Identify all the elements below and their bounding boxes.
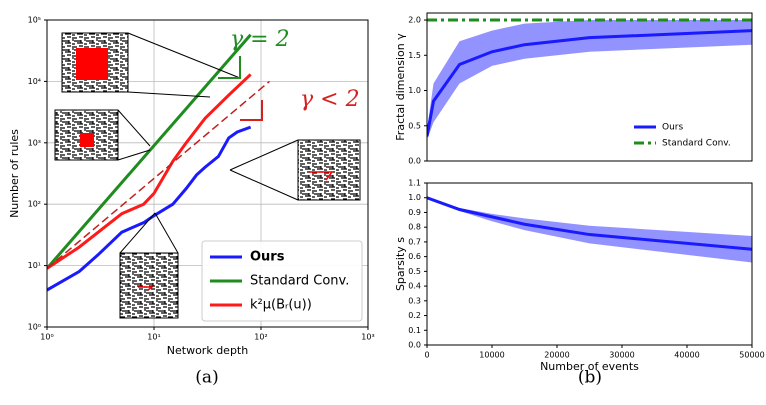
band (427, 197, 752, 263)
x-tick-label: 10³ (361, 333, 374, 342)
y-tick-label: 0.4 (408, 282, 421, 291)
band (427, 20, 752, 140)
x-axis-label: Number of events (540, 360, 639, 373)
inset-connector (229, 169, 299, 201)
y-axis-label: Sparsity s (394, 237, 407, 291)
x-tick-label: 50000 (739, 351, 764, 360)
inset-image (119, 252, 179, 319)
x-tick-label: 0 (424, 351, 429, 360)
caption: (b) (578, 368, 602, 388)
line (47, 33, 252, 270)
y-tick-label: 2.0 (408, 16, 421, 25)
x-tick-label: 10² (254, 333, 267, 342)
line (47, 73, 252, 270)
line (427, 196, 752, 251)
y-tick-label: 0.3 (408, 296, 421, 305)
y-axis-label: Fractal dimension γ (394, 33, 407, 141)
plot-area (427, 183, 752, 345)
legend-label: Standard Conv. (250, 274, 349, 289)
annotation: γ < 2 (300, 87, 360, 112)
axes-frame (46, 19, 369, 328)
y-tick-label: 0.0 (408, 157, 421, 166)
inset-connector (119, 212, 156, 254)
y-tick-label: 10⁴ (28, 77, 41, 86)
axes-frame (426, 182, 753, 346)
inset-connector (127, 32, 241, 79)
slope-triangle (240, 100, 263, 121)
annotation: γ = 2 (230, 27, 290, 52)
inset-connector (117, 149, 151, 161)
legend-label: Ours (250, 250, 285, 265)
legend-box (201, 240, 363, 322)
x-axis-label: Network depth (167, 344, 248, 357)
inset-highlight (76, 48, 108, 80)
inset-highlight (138, 286, 155, 291)
inset-images (54, 32, 361, 319)
y-tick-label: 1.0 (408, 193, 421, 202)
y-tick-label: 1.1 (408, 179, 421, 188)
legend-label: Ours (662, 123, 683, 133)
y-tick-label: 1.0 (408, 86, 421, 95)
line (47, 80, 270, 269)
y-tick-label: 0.2 (408, 311, 421, 320)
y-tick-label: 10⁰ (28, 323, 41, 332)
inset-image (297, 139, 361, 201)
y-tick-label: 10⁵ (28, 16, 41, 25)
y-tick-label: 10² (28, 200, 41, 209)
x-tick-label: 20000 (544, 351, 569, 360)
legend-label: Standard Conv. (662, 139, 731, 149)
line (47, 125, 252, 292)
x-tick-label: 10¹ (147, 333, 160, 342)
inset-highlight (80, 133, 94, 147)
y-tick-label: 0.5 (408, 267, 421, 276)
y-tick-label: 0.6 (408, 252, 421, 261)
y-tick-label: 0.7 (408, 237, 421, 246)
x-tick-label: 30000 (609, 351, 634, 360)
y-tick-label: 0.0 (408, 341, 421, 350)
line (427, 29, 752, 137)
caption: (a) (195, 368, 218, 388)
inset-connector (117, 109, 151, 147)
x-tick-label: 10⁰ (40, 333, 53, 342)
inset-highlight (310, 171, 334, 181)
legend-label: k²μ(Bᵣ(u)) (250, 298, 312, 313)
x-tick-label: 10000 (479, 351, 504, 360)
y-tick-label: 0.8 (408, 223, 421, 232)
y-tick-label: 10¹ (28, 261, 41, 270)
y-tick-label: 0.1 (408, 326, 421, 335)
y-tick-label: 0.9 (408, 208, 421, 217)
y-axis-label: Number of rules (8, 129, 21, 218)
inset-connector (154, 212, 179, 254)
inset-connector (127, 91, 211, 98)
y-tick-label: 10³ (28, 138, 41, 147)
y-tick-label: 0.5 (408, 121, 421, 130)
slope-triangle (218, 56, 241, 79)
axes-frame (426, 12, 753, 162)
y-tick-label: 1.5 (408, 51, 421, 60)
inset-connector (229, 139, 299, 171)
x-tick-label: 40000 (674, 351, 699, 360)
